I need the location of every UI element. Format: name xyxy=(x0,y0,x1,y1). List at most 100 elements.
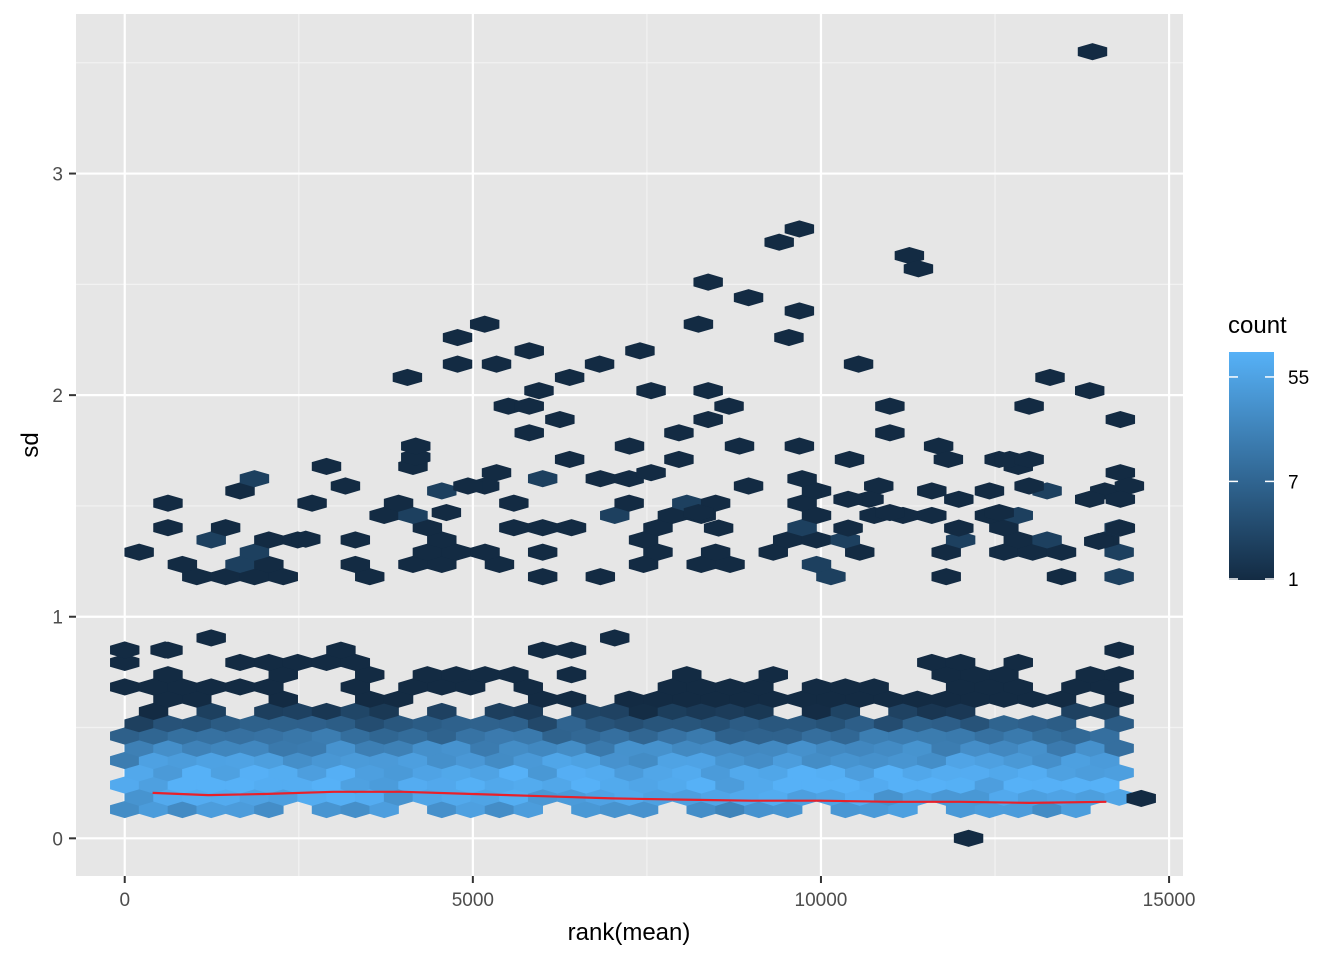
hex-bin xyxy=(989,519,1019,537)
hex-bin xyxy=(643,764,673,782)
hex-bin xyxy=(340,776,371,794)
hex-bin xyxy=(830,800,861,819)
hex-bin xyxy=(412,715,443,733)
hex-bin xyxy=(628,555,659,574)
hex-bin xyxy=(412,543,443,561)
hex-bin xyxy=(657,702,688,721)
hex-bin xyxy=(917,506,947,524)
hex-bin xyxy=(1003,751,1033,770)
hex-bin xyxy=(628,531,659,549)
hex-bin xyxy=(772,776,803,794)
hex-bin xyxy=(182,764,212,782)
hex-bin xyxy=(297,715,327,733)
hex-bin xyxy=(974,482,1005,500)
hex-bin xyxy=(1084,532,1114,550)
hex-bin xyxy=(859,776,889,794)
hex-bin xyxy=(110,653,140,672)
hex-bin xyxy=(138,678,169,696)
hex-bin xyxy=(989,666,1019,684)
hex-bin xyxy=(470,715,500,733)
hex-bin xyxy=(355,690,385,708)
hex-bin xyxy=(369,776,399,794)
hex-bin xyxy=(758,690,788,708)
hex-bin xyxy=(729,690,760,708)
hex-bin xyxy=(917,482,947,500)
hex-bin xyxy=(758,739,788,757)
hex-bin xyxy=(484,727,515,745)
hex-bin xyxy=(225,776,255,794)
hex-bin xyxy=(355,715,385,733)
hex-bin xyxy=(758,715,788,733)
hex-bin xyxy=(355,739,385,757)
hex-bin xyxy=(1126,789,1156,808)
hex-bin xyxy=(960,666,990,684)
hex-bin xyxy=(254,555,284,574)
hex-bin xyxy=(369,727,399,745)
hex-bin xyxy=(614,494,644,512)
hex-bin xyxy=(355,666,385,684)
hex-bin xyxy=(470,764,500,782)
hex-bin xyxy=(600,776,630,794)
hex-bin xyxy=(628,702,659,721)
y-axis-title: sd xyxy=(17,432,44,457)
hex-bin xyxy=(873,690,904,708)
hex-bin xyxy=(1104,666,1134,684)
hex-bin xyxy=(268,764,298,782)
hex-bin xyxy=(383,715,414,733)
hex-bin xyxy=(830,678,861,696)
hex-bin xyxy=(527,543,558,561)
hex-bin xyxy=(138,751,169,770)
hex-bin xyxy=(1032,727,1062,745)
hex-bin xyxy=(744,702,774,721)
hex-bin xyxy=(340,800,371,819)
hex-bin xyxy=(715,727,745,745)
hex-bin xyxy=(614,690,644,708)
hex-bin xyxy=(772,727,803,745)
hex-bin xyxy=(124,788,154,806)
hex-bin xyxy=(1014,450,1044,468)
y-tick-label: 0 xyxy=(52,829,63,850)
hex-bin xyxy=(524,382,554,400)
hex-bin xyxy=(571,800,601,819)
hex-bin xyxy=(225,800,255,819)
hex-bin xyxy=(585,715,616,733)
hex-bin xyxy=(845,764,875,782)
hex-bin xyxy=(153,764,183,782)
hex-bin xyxy=(542,776,572,794)
hex-bin xyxy=(401,437,431,455)
hex-bin xyxy=(917,751,947,770)
hex-bin xyxy=(182,739,212,757)
hex-bin xyxy=(686,702,716,721)
hex-bin xyxy=(888,727,918,745)
hex-bin xyxy=(124,764,154,782)
hex-bin xyxy=(514,342,544,360)
hex-bin xyxy=(1061,727,1091,745)
hex-bin xyxy=(931,568,961,586)
hex-bin xyxy=(845,715,875,733)
hex-bin xyxy=(903,260,934,278)
hex-bin xyxy=(625,342,655,360)
y-tick-label: 3 xyxy=(52,165,63,186)
hex-bin xyxy=(733,289,764,307)
hex-bin xyxy=(1017,715,1048,733)
hex-bin xyxy=(556,715,587,733)
hex-bin xyxy=(225,678,255,696)
hex-bin xyxy=(383,739,414,757)
hex-bin xyxy=(571,751,601,770)
hex-bin xyxy=(643,715,673,733)
hex-bin xyxy=(787,494,817,512)
hex-bin xyxy=(1104,715,1134,733)
hex-bin xyxy=(1061,800,1091,819)
hex-bin xyxy=(945,776,976,794)
x-tick-label: 0 xyxy=(119,890,130,911)
hex-bin xyxy=(845,739,875,757)
hex-bin xyxy=(672,739,702,757)
hex-bin xyxy=(1090,751,1120,770)
hex-bin xyxy=(484,800,515,819)
hex-bin xyxy=(1032,751,1062,770)
hex-bin xyxy=(282,702,313,721)
hex-bin xyxy=(724,437,755,455)
hex-bin xyxy=(254,702,284,721)
x-tick-label: 15000 xyxy=(1143,890,1196,911)
